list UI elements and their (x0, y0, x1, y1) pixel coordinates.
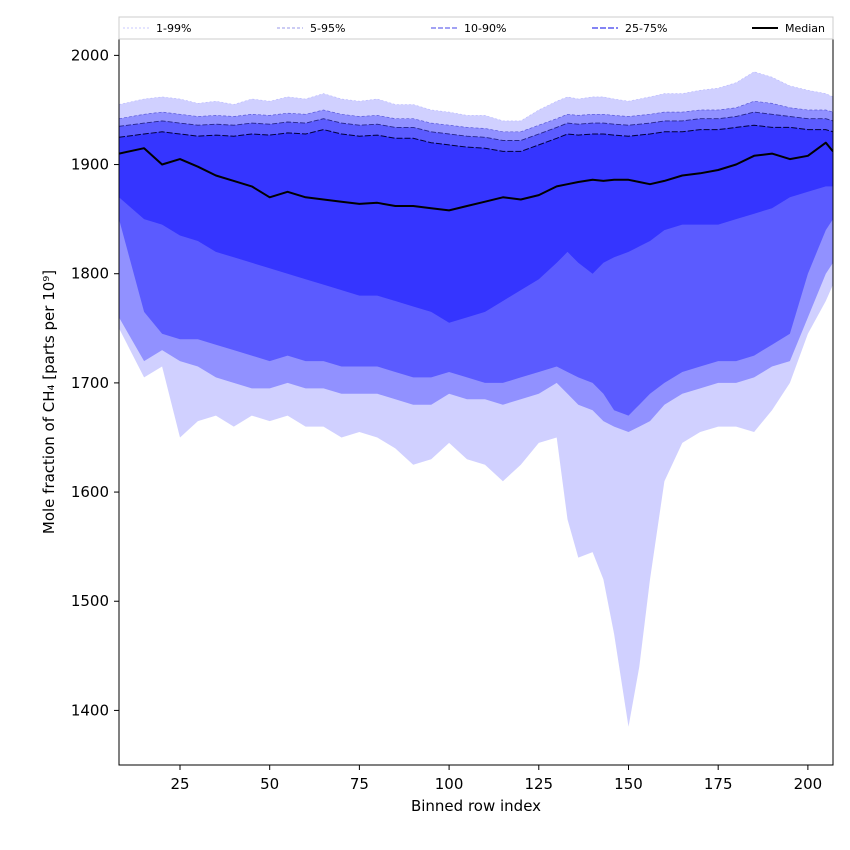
plot-data-group (119, 71, 833, 727)
y-tick-label: 1700 (71, 374, 109, 392)
x-tick-label: 125 (524, 775, 553, 793)
band-upper-edge-1-99 (119, 71, 833, 122)
x-tick-label: 25 (170, 775, 189, 793)
x-axis-label: Binned row index (411, 797, 541, 815)
legend-frame (118, 16, 834, 40)
legend-label-25-75: 25-75% (625, 22, 667, 35)
y-tick-label: 1600 (71, 483, 109, 501)
x-tick-label: 200 (794, 775, 823, 793)
legend: 1-99% 5-95% 10-90% 25-75% Median (118, 16, 834, 40)
legend-label-10-90: 10-90% (464, 22, 506, 35)
y-axis-label: Mole fraction of CH₄ [parts per 10⁹] (40, 270, 58, 534)
y-tick-label: 2000 (71, 46, 109, 64)
plot-area (119, 71, 833, 727)
y-tick-label: 1800 (71, 265, 109, 283)
y-tick-label: 1400 (71, 701, 109, 719)
x-tick-label: 175 (704, 775, 733, 793)
y-tick-label: 1900 (71, 156, 109, 174)
x-tick-label: 50 (260, 775, 279, 793)
x-tick-label: 75 (350, 775, 369, 793)
band-25-75 (119, 125, 833, 323)
y-tick-label: 1500 (71, 592, 109, 610)
median-line (119, 141, 833, 212)
legend-label-median: Median (785, 22, 825, 35)
legend-label-1-99: 1-99% (156, 22, 191, 35)
band-upper-edge-5-95 (119, 100, 833, 133)
x-tick-label: 150 (614, 775, 643, 793)
band-upper-edge-10-90 (119, 111, 833, 141)
x-tick-label: 100 (435, 775, 464, 793)
band-upper-edge-25-75 (119, 124, 833, 152)
legend-label-5-95: 5-95% (310, 22, 345, 35)
